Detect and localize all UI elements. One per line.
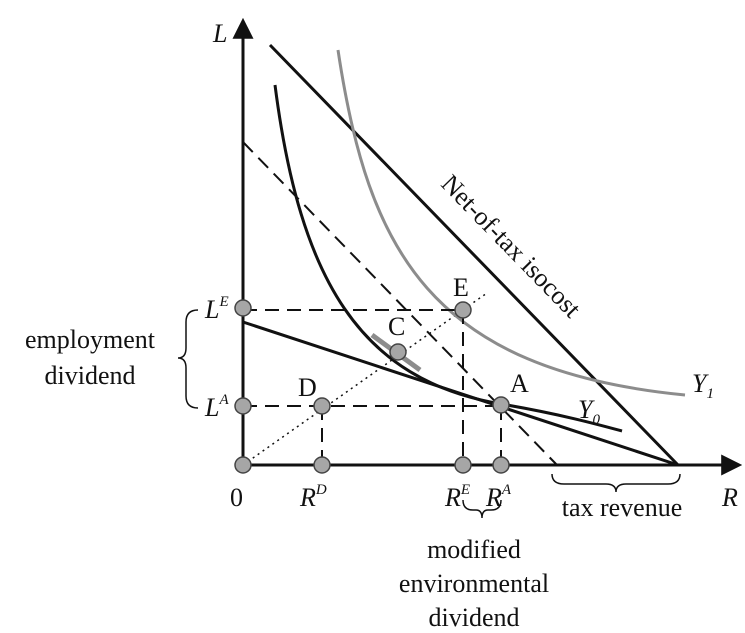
x-axis-label: R bbox=[721, 483, 738, 512]
x-tick-label: RA bbox=[485, 482, 512, 512]
y-tick-label: LA bbox=[204, 392, 229, 422]
curve-y1 bbox=[336, 49, 686, 397]
point-label: D bbox=[298, 373, 317, 402]
y-tick-label: LE bbox=[204, 294, 229, 324]
curve-y0 bbox=[273, 84, 623, 433]
environmental-label: environmental bbox=[399, 569, 549, 598]
x-tick-label: RD bbox=[299, 482, 327, 512]
origin-label: 0 bbox=[230, 483, 243, 512]
environmental-label: dividend bbox=[429, 603, 520, 632]
point-label: A bbox=[510, 369, 529, 398]
points bbox=[234, 299, 510, 474]
isocost-line bbox=[268, 43, 680, 467]
employment-label: dividend bbox=[45, 361, 136, 390]
brace-tax bbox=[551, 473, 681, 493]
curve-label: Y1 bbox=[692, 369, 714, 402]
brace-employment bbox=[177, 309, 199, 409]
y-axis-label: L bbox=[212, 19, 227, 48]
point-label: C bbox=[388, 312, 405, 341]
point-label: E bbox=[453, 273, 469, 302]
curve-label: Y0 bbox=[578, 395, 600, 428]
environmental-label: modified bbox=[427, 535, 521, 564]
dashed-isocost bbox=[242, 141, 558, 466]
brace-environmental bbox=[462, 499, 502, 519]
employment-label: employment bbox=[25, 325, 156, 354]
ray bbox=[242, 292, 488, 466]
guides bbox=[243, 309, 502, 465]
x-tick-label: RE bbox=[444, 482, 470, 512]
tax-revenue-label: tax revenue bbox=[562, 493, 683, 522]
